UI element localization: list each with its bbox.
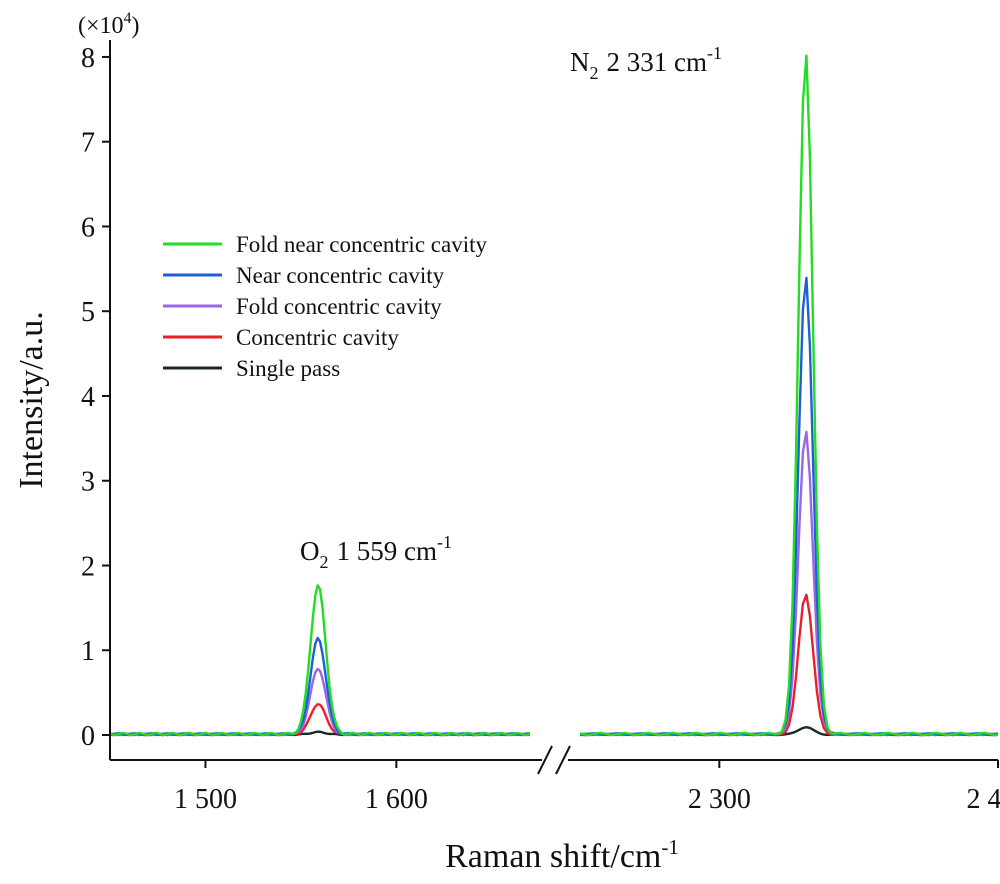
x-ticks: 1 500 1 600 2 300 2 400 xyxy=(174,760,1000,815)
y-ticks: 0 1 2 3 4 5 6 7 8 xyxy=(81,43,110,752)
x-axis-title-base: Raman shift/cm xyxy=(445,838,661,875)
y-tick-label-8: 8 xyxy=(81,43,95,74)
y-tick-label-7: 7 xyxy=(81,128,95,159)
annotation-n2-sub: 2 xyxy=(590,63,599,83)
x-tick-label-0-0: 1 500 xyxy=(174,784,237,815)
series-line-0-segment-0 xyxy=(109,584,531,737)
series-line-2-segment-0 xyxy=(109,667,531,737)
series-line-0-segment-1 xyxy=(579,54,999,737)
x-axis-title: Raman shift/cm-1 xyxy=(445,835,679,875)
x-tick-label-0-1: 1 600 xyxy=(365,784,428,815)
annotation-n2-value: 2 331 cm xyxy=(607,47,708,77)
y-tick-label-0: 0 xyxy=(81,721,95,752)
annotation-n2-species: N xyxy=(570,47,590,77)
x-tick-label-1-1: 2 400 xyxy=(967,784,1000,815)
y-multiplier-base: (×10 xyxy=(78,13,124,39)
series-line-1-segment-0 xyxy=(109,636,531,737)
annotation-n2: N2 2 331 cm-1 xyxy=(570,43,722,83)
y-tick-label-6: 6 xyxy=(81,212,95,243)
axes xyxy=(109,40,998,775)
legend-label-1: Near concentric cavity xyxy=(236,263,445,288)
y-multiplier-exp: 4 xyxy=(124,10,132,27)
y-multiplier-label: (×104) xyxy=(78,10,140,39)
x-tick-label-1-0: 2 300 xyxy=(688,784,751,815)
series-layer xyxy=(109,54,999,737)
legend-label-3: Concentric cavity xyxy=(236,325,399,350)
annotation-o2-sub: 2 xyxy=(320,552,329,572)
legend: Fold near concentric cavity Near concentr… xyxy=(163,232,487,381)
annotation-o2-sup: -1 xyxy=(437,532,452,552)
y-tick-label-5: 5 xyxy=(81,297,95,328)
annotation-o2-value: 1 559 cm xyxy=(337,536,438,566)
legend-label-0: Fold near concentric cavity xyxy=(236,232,487,257)
y-multiplier-close: ) xyxy=(132,13,140,39)
y-tick-label-2: 2 xyxy=(81,551,95,582)
axis-break-mark-2 xyxy=(555,745,571,775)
axis-break-mark-1 xyxy=(537,745,553,775)
x-axis-title-exp: -1 xyxy=(661,835,679,859)
y-tick-label-3: 3 xyxy=(81,467,95,498)
y-tick-label-1: 1 xyxy=(81,636,95,667)
y-axis-title: Intensity/a.u. xyxy=(13,311,50,489)
legend-label-4: Single pass xyxy=(236,356,340,381)
annotation-o2-species: O xyxy=(300,536,320,566)
annotation-o2: O2 1 559 cm-1 xyxy=(300,532,452,572)
series-line-3-segment-0 xyxy=(109,703,531,737)
annotation-n2-sup: -1 xyxy=(707,43,722,63)
legend-label-2: Fold concentric cavity xyxy=(236,294,442,319)
y-tick-label-4: 4 xyxy=(81,382,95,413)
